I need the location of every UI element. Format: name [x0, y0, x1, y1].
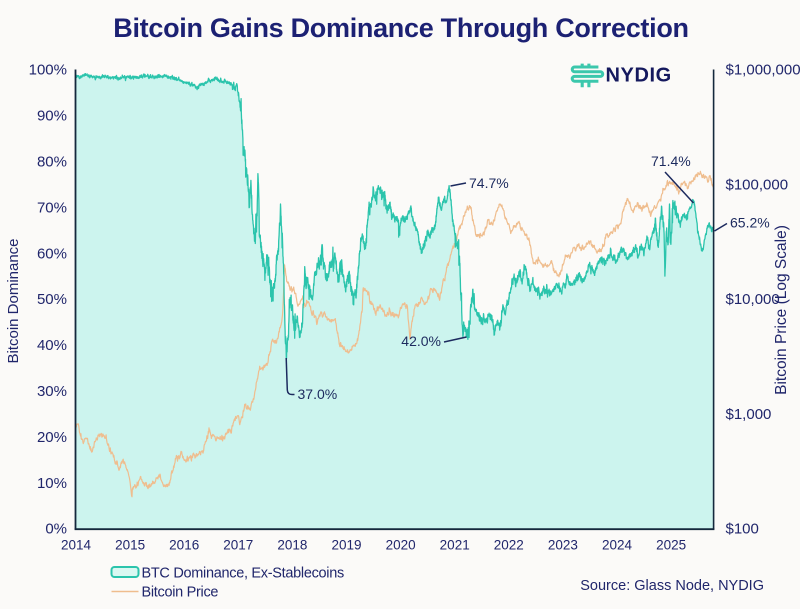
svg-text:42.0%: 42.0%: [401, 333, 441, 349]
svg-text:2014: 2014: [61, 538, 92, 553]
svg-text:$1,000: $1,000: [726, 406, 772, 423]
svg-text:40%: 40%: [37, 337, 67, 354]
svg-text:BTC Dominance, Ex-Stablecoins: BTC Dominance, Ex-Stablecoins: [142, 566, 344, 582]
svg-text:10%: 10%: [37, 475, 67, 492]
svg-text:37.0%: 37.0%: [298, 386, 338, 402]
svg-text:65.2%: 65.2%: [730, 215, 770, 231]
svg-text:2016: 2016: [169, 538, 199, 553]
svg-text:0%: 0%: [45, 521, 67, 538]
svg-text:2019: 2019: [331, 538, 361, 553]
svg-text:2023: 2023: [548, 538, 578, 553]
svg-text:2017: 2017: [223, 538, 253, 553]
svg-text:Bitcoin Dominance: Bitcoin Dominance: [5, 238, 22, 363]
svg-text:Source: Glass Node, NYDIG: Source: Glass Node, NYDIG: [580, 578, 764, 594]
svg-text:2024: 2024: [602, 538, 633, 553]
svg-text:74.7%: 74.7%: [469, 175, 509, 191]
svg-text:Bitcoin Gains Dominance Throug: Bitcoin Gains Dominance Through Correcti…: [113, 13, 688, 43]
svg-text:20%: 20%: [37, 429, 67, 446]
svg-text:Bitcoin Price (Log Scale): Bitcoin Price (Log Scale): [773, 225, 790, 395]
svg-text:$100: $100: [726, 521, 759, 538]
svg-text:70%: 70%: [37, 199, 67, 216]
svg-text:71.4%: 71.4%: [651, 153, 691, 169]
svg-text:2015: 2015: [115, 538, 145, 553]
svg-text:80%: 80%: [37, 154, 67, 171]
svg-text:2020: 2020: [386, 538, 416, 553]
svg-text:90%: 90%: [37, 108, 67, 125]
svg-text:60%: 60%: [37, 245, 67, 262]
svg-text:2022: 2022: [494, 538, 524, 553]
svg-text:2018: 2018: [277, 538, 307, 553]
svg-text:$1,000,000: $1,000,000: [726, 62, 800, 79]
svg-text:$100,000: $100,000: [726, 176, 789, 193]
svg-text:$10,000: $10,000: [726, 291, 780, 308]
svg-text:2021: 2021: [440, 538, 470, 553]
svg-text:50%: 50%: [37, 291, 67, 308]
svg-text:100%: 100%: [29, 62, 67, 79]
svg-text:30%: 30%: [37, 383, 67, 400]
svg-text:2025: 2025: [656, 538, 686, 553]
svg-text:NYDIG: NYDIG: [606, 65, 672, 87]
svg-text:Bitcoin Price: Bitcoin Price: [142, 585, 219, 601]
